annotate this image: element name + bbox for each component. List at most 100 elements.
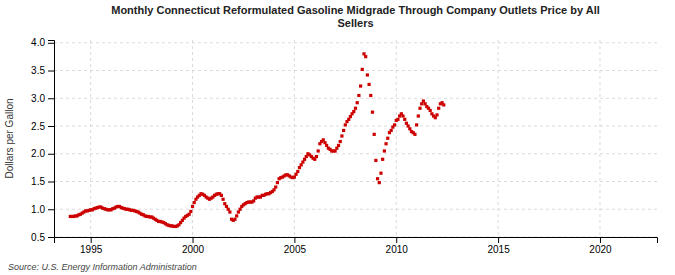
tick: 1.0 xyxy=(31,204,54,215)
grid-line xyxy=(54,70,657,71)
point xyxy=(373,133,376,136)
point xyxy=(422,99,425,102)
tick: 4.0 xyxy=(31,37,54,48)
point xyxy=(364,55,367,58)
grid-line xyxy=(54,153,657,154)
point xyxy=(371,111,374,114)
tick: 0.5 xyxy=(31,232,54,243)
tick-mark xyxy=(396,237,397,243)
tick-label: 2005 xyxy=(284,244,307,255)
point xyxy=(342,129,345,132)
point xyxy=(381,158,384,161)
grid-line xyxy=(294,40,295,237)
point xyxy=(369,94,372,97)
point xyxy=(298,166,301,169)
point xyxy=(390,129,393,132)
point xyxy=(238,208,241,211)
point xyxy=(313,158,316,161)
point xyxy=(252,199,255,202)
tick-label: 1995 xyxy=(80,244,103,255)
point xyxy=(189,210,192,213)
tick-label: 2000 xyxy=(182,244,205,255)
point xyxy=(272,188,275,191)
tick-mark xyxy=(48,126,54,127)
tick-mark xyxy=(600,237,601,243)
grid xyxy=(54,40,657,237)
point xyxy=(396,118,399,121)
grid-line xyxy=(498,40,499,237)
point xyxy=(379,172,382,175)
y-axis: 0.5 1.0 1.5 2.0 2.5 3.0 3.5 4.0 xyxy=(31,37,54,242)
point xyxy=(384,142,387,145)
point xyxy=(296,170,299,173)
point xyxy=(303,158,306,161)
point xyxy=(437,107,440,110)
title: Monthly Connecticut Reformulated Gasolin… xyxy=(111,4,600,29)
point xyxy=(357,94,360,97)
tick: 2.5 xyxy=(31,121,54,132)
tick-mark xyxy=(193,237,194,243)
tick-mark xyxy=(48,209,54,210)
point xyxy=(274,185,277,188)
point xyxy=(420,102,423,105)
title-line: Sellers xyxy=(337,17,373,29)
point xyxy=(362,52,365,55)
tick: 2020 xyxy=(589,237,612,255)
point xyxy=(393,123,396,126)
point xyxy=(188,213,191,216)
tick-label: 2.5 xyxy=(31,121,45,132)
axis-line xyxy=(55,238,658,244)
point xyxy=(424,102,427,105)
point xyxy=(401,114,404,117)
grid-line xyxy=(54,181,657,182)
point xyxy=(339,140,342,143)
tick-label: 1.0 xyxy=(31,204,45,215)
point xyxy=(386,137,389,140)
point xyxy=(301,160,304,163)
annotation: Source: U.S. Energy Information Administ… xyxy=(8,262,197,272)
tick-mark xyxy=(48,182,54,183)
tick-label: 2.0 xyxy=(31,148,45,159)
tick: 2000 xyxy=(182,237,205,255)
point xyxy=(434,116,437,119)
grid-line xyxy=(599,40,600,237)
point xyxy=(442,103,445,106)
tick-mark xyxy=(48,154,54,155)
point xyxy=(276,181,279,184)
tick: 2015 xyxy=(487,237,510,255)
point xyxy=(417,114,420,117)
point xyxy=(354,107,357,110)
tick: 3.5 xyxy=(31,65,54,76)
point xyxy=(383,149,386,152)
point xyxy=(349,115,352,118)
grid-line xyxy=(54,126,657,127)
point xyxy=(435,113,438,116)
point xyxy=(220,194,223,197)
point xyxy=(429,109,432,112)
point xyxy=(334,149,337,152)
grid-line xyxy=(54,98,657,99)
points xyxy=(69,52,446,228)
tick-mark xyxy=(294,237,295,243)
tick: 1.5 xyxy=(31,176,54,187)
point xyxy=(228,210,231,213)
point xyxy=(305,155,308,158)
point xyxy=(237,210,240,213)
point xyxy=(325,144,328,147)
point xyxy=(408,127,411,130)
tick: 2010 xyxy=(386,237,409,255)
point xyxy=(367,83,370,86)
tick: 3.0 xyxy=(31,93,54,104)
point xyxy=(403,118,406,121)
point xyxy=(352,110,355,113)
point xyxy=(323,141,326,144)
point xyxy=(193,201,196,204)
point xyxy=(191,205,194,208)
point xyxy=(322,138,325,141)
tick-label: 3.0 xyxy=(31,93,45,104)
tick-label: 2020 xyxy=(589,244,612,255)
axis-line xyxy=(48,41,55,238)
point xyxy=(347,118,350,121)
point xyxy=(294,173,297,176)
point xyxy=(227,208,230,211)
